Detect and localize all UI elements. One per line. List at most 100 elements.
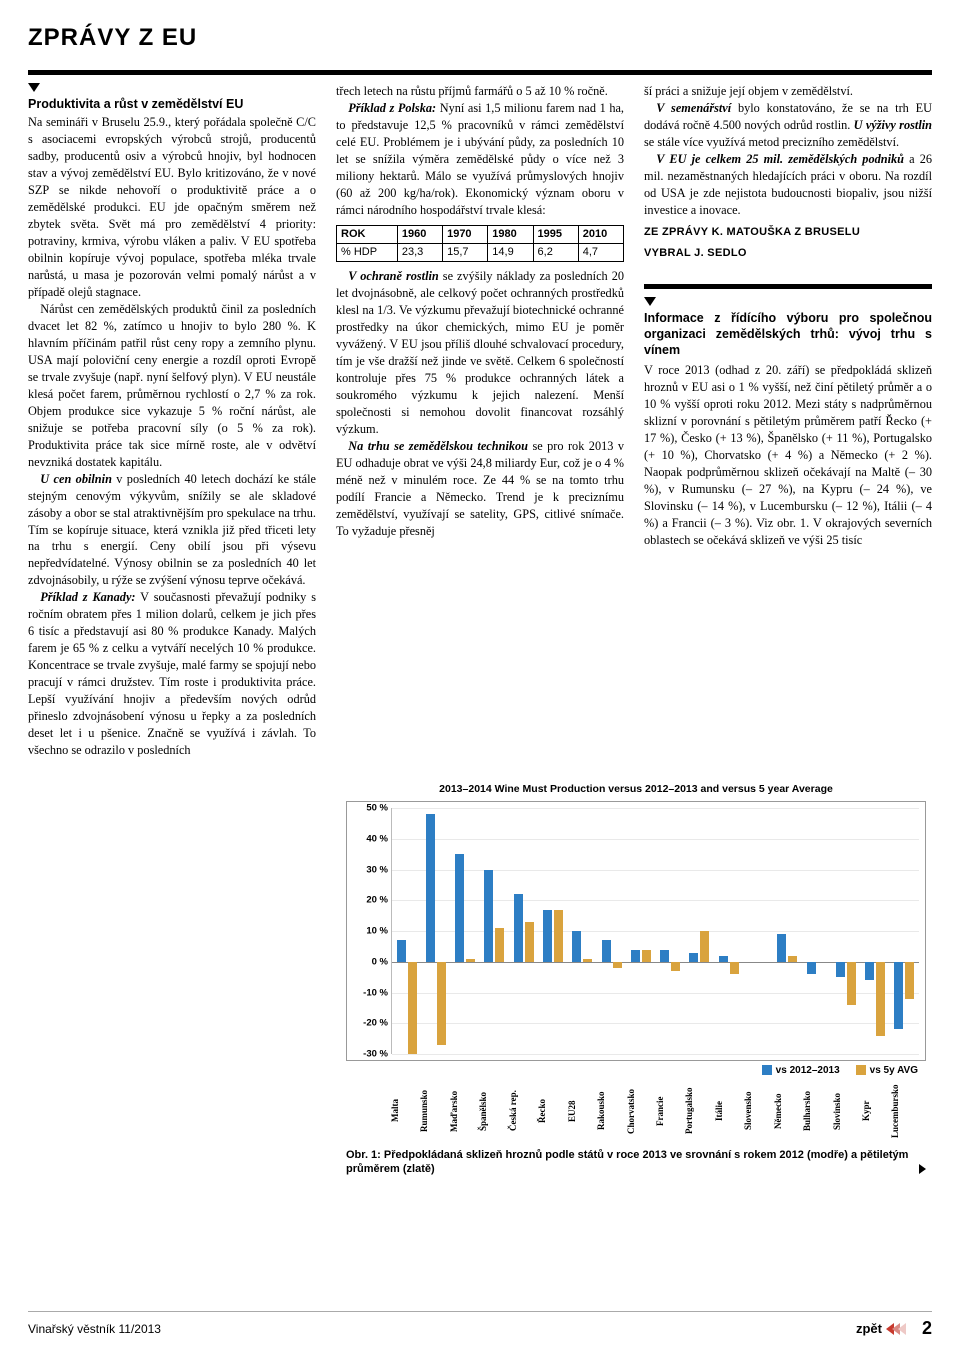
paragraph: V ochraně rostlin se zvýšily náklady za … — [336, 268, 624, 438]
continue-arrow-icon — [919, 1164, 926, 1174]
text: Nyní asi 1,5 milionu farem nad 1 ha, to … — [336, 101, 624, 217]
bar-series-b — [642, 950, 651, 962]
td: 4,7 — [578, 243, 623, 261]
rule — [644, 284, 932, 289]
paragraph: V roce 2013 (odhad z 20. září) se předpo… — [644, 362, 932, 549]
y-tick-label: 30 % — [352, 864, 388, 875]
th: 1970 — [443, 225, 488, 243]
bar-series-a — [894, 962, 903, 1030]
paragraph: V EU je celkem 25 mil. zemědělských podn… — [644, 151, 932, 219]
bar-series-a — [777, 934, 786, 962]
bar-group — [714, 808, 743, 1054]
x-tick-label: Kypr — [861, 1080, 890, 1142]
back-label[interactable]: zpět — [856, 1321, 882, 1336]
bar-series-a — [484, 870, 493, 962]
paragraph: Nárůst cen zemědělských produktů činil z… — [28, 301, 316, 471]
td: 15,7 — [443, 243, 488, 261]
text: V současnosti převažují podniky s ročním… — [28, 590, 316, 757]
bar-series-b — [437, 962, 446, 1045]
rule — [28, 70, 932, 75]
bar-group — [685, 808, 714, 1054]
paragraph: Na trhu se zemědělskou technikou se pro … — [336, 438, 624, 540]
bar-group — [861, 808, 890, 1054]
bar-series-a — [865, 962, 874, 980]
x-tick-label: Itálie — [714, 1080, 743, 1142]
bar-group — [773, 808, 802, 1054]
bar-series-a — [807, 962, 816, 974]
bar-group — [597, 808, 626, 1054]
x-tick-label: Slovensko — [743, 1080, 772, 1142]
paragraph: Příklad z Polska: Nyní asi 1,5 milionu f… — [336, 100, 624, 219]
td: 23,3 — [397, 243, 442, 261]
byline: ZE ZPRÁVY K. MATOUŠKA Z BRUSELU — [644, 225, 932, 240]
x-tick-label: Chorvatsko — [626, 1080, 655, 1142]
bar-series-a — [455, 854, 464, 962]
page-number: 2 — [922, 1318, 932, 1339]
bar-group — [831, 808, 860, 1054]
y-tick-label: 50 % — [352, 803, 388, 814]
bar-series-b — [788, 956, 797, 962]
x-tick-label: Rumunsko — [419, 1080, 448, 1142]
text: se pro rok 2013 v EU odhaduje obrat ve v… — [336, 439, 624, 538]
chart-title: 2013–2014 Wine Must Production versus 20… — [346, 783, 926, 795]
bar-series-b — [466, 959, 475, 962]
bar-series-a — [514, 894, 523, 962]
x-tick-label: Rakousko — [596, 1080, 625, 1142]
y-tick-label: -30 % — [352, 1049, 388, 1060]
emph: Na trhu se zemědělskou technikou — [348, 439, 528, 453]
bar-series-b — [700, 931, 709, 962]
x-tick-label: Německo — [773, 1080, 802, 1142]
chart-x-labels: MaltaRumunskoMaďarskoŠpanělskoČeská rep.… — [390, 1080, 920, 1142]
page-footer: Vinařský věstník 11/2013 zpět 2 — [28, 1311, 932, 1339]
td: 6,2 — [533, 243, 578, 261]
bar-series-a — [719, 956, 728, 962]
chart-area: 50 %40 %30 %20 %10 %0 %-10 %-20 %-30 % — [346, 801, 926, 1061]
th: 1980 — [488, 225, 533, 243]
bar-group — [451, 808, 480, 1054]
chart-caption: Obr. 1: Předpokládaná sklizeň hroznů pod… — [346, 1148, 926, 1177]
chart-legend: vs 2012–2013 vs 5y AVG — [346, 1065, 918, 1076]
x-tick-label: Lucembursko — [890, 1080, 919, 1142]
y-tick-label: 40 % — [352, 833, 388, 844]
x-tick-label: Španělsko — [478, 1080, 507, 1142]
article-title: Produktivita a růst v zemědělství EU — [28, 96, 316, 112]
x-tick-label: Malta — [390, 1080, 419, 1142]
chart-panel: 2013–2014 Wine Must Production versus 20… — [340, 773, 932, 1179]
article-title: Informace z řídícího výboru pro společno… — [644, 310, 932, 359]
bar-series-b — [525, 922, 534, 962]
bar-series-a — [631, 950, 640, 962]
section-heading: ZPRÁVY Z EU — [28, 24, 932, 52]
x-tick-label: Maďarsko — [449, 1080, 478, 1142]
bar-series-a — [543, 910, 552, 962]
column-2: třech letech na růstu příjmů farmářů o 5… — [336, 83, 624, 759]
bar-group — [743, 808, 772, 1054]
text: se stále více využívá metod precizního z… — [644, 135, 899, 149]
legend-label: vs 2012–2013 — [776, 1065, 840, 1076]
th: 2010 — [578, 225, 623, 243]
byline: VYBRAL J. SEDLO — [644, 246, 932, 261]
y-tick-label: -20 % — [352, 1018, 388, 1029]
footer-issue: Vinařský věstník 11/2013 — [28, 1322, 161, 1336]
x-tick-label: Řecko — [537, 1080, 566, 1142]
legend-item: vs 5y AVG — [856, 1065, 918, 1076]
emph: U cen obilnin — [40, 472, 112, 486]
text: se zvýšily náklady za posledních 20 let … — [336, 269, 624, 436]
back-chevrons-icon[interactable] — [888, 1323, 906, 1335]
bar-group — [802, 808, 831, 1054]
paragraph: U cen obilnin v posledních 40 letech doc… — [28, 471, 316, 590]
y-tick-label: 20 % — [352, 895, 388, 906]
bar-group — [480, 808, 509, 1054]
emph: Příklad z Kanady: — [40, 590, 135, 604]
td: % HDP — [337, 243, 398, 261]
bar-series-b — [671, 962, 680, 971]
bar-series-b — [554, 910, 563, 962]
bar-series-a — [426, 814, 435, 962]
emph: U výživy rostlin — [854, 118, 932, 132]
emph: V ochraně rostlin — [348, 269, 438, 283]
bar-series-a — [397, 940, 406, 962]
bar-group — [568, 808, 597, 1054]
bar-group — [656, 808, 685, 1054]
bar-series-a — [660, 950, 669, 962]
article-marker — [28, 83, 40, 92]
x-tick-label: Slovinsko — [832, 1080, 861, 1142]
